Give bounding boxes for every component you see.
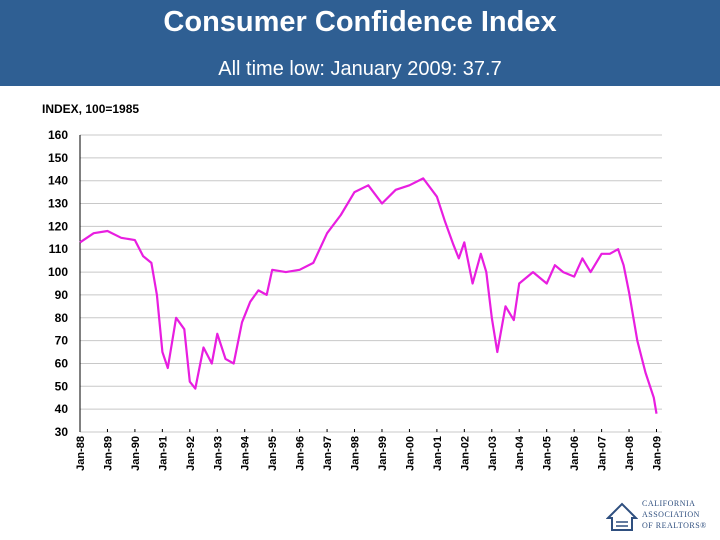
y-tick-label: 140 bbox=[48, 174, 68, 188]
x-tick-label: Jan-93 bbox=[212, 436, 224, 471]
realtors-logo-icon bbox=[606, 502, 638, 531]
x-tick-label: Jan-07 bbox=[597, 436, 609, 471]
y-tick-label: 70 bbox=[55, 334, 69, 348]
y-tick-label: 100 bbox=[48, 265, 68, 279]
x-tick-label: Jan-88 bbox=[75, 436, 87, 471]
x-tick-label: Jan-09 bbox=[652, 436, 664, 471]
y-tick-label: 90 bbox=[55, 288, 69, 302]
x-tick-label: Jan-99 bbox=[377, 436, 389, 471]
x-tick-label: Jan-96 bbox=[295, 436, 307, 471]
x-tick-label: Jan-04 bbox=[514, 435, 526, 471]
x-tick-label: Jan-92 bbox=[185, 436, 197, 471]
header-bar: Consumer Confidence Index All time low: … bbox=[0, 0, 720, 86]
y-tick-label: 110 bbox=[49, 242, 69, 256]
y-tick-label: 120 bbox=[48, 219, 68, 233]
x-tick-label: Jan-02 bbox=[459, 436, 471, 471]
y-tick-label: 30 bbox=[55, 425, 69, 439]
x-tick-label: Jan-94 bbox=[240, 435, 252, 471]
x-tick-label: Jan-06 bbox=[569, 436, 581, 471]
logo-line-2: ASSOCIATION bbox=[642, 510, 700, 519]
realtors-logo-text: CALIFORNIA ASSOCIATION OF REALTORS® bbox=[642, 498, 707, 531]
logo-line-3: OF REALTORS® bbox=[642, 521, 707, 530]
x-tick-label: Jan-03 bbox=[487, 436, 499, 471]
y-tick-label: 130 bbox=[48, 197, 68, 211]
x-tick-label: Jan-97 bbox=[322, 436, 334, 471]
y-tick-label: 80 bbox=[55, 311, 69, 325]
y-tick-label: 150 bbox=[48, 151, 68, 165]
y-tick-label: 40 bbox=[55, 402, 69, 416]
chart-title: Consumer Confidence Index bbox=[163, 6, 557, 38]
x-tick-label: Jan-05 bbox=[542, 436, 554, 471]
y-tick-label: 60 bbox=[55, 356, 69, 370]
realtors-logo: CALIFORNIA ASSOCIATION OF REALTORS® bbox=[606, 494, 716, 538]
x-tick-label: Jan-91 bbox=[157, 436, 169, 471]
y-axis-label: INDEX, 100=1985 bbox=[42, 102, 140, 116]
x-tick-label: Jan-00 bbox=[404, 436, 416, 471]
x-tick-label: Jan-98 bbox=[350, 436, 362, 471]
logo-line-1: CALIFORNIA bbox=[642, 499, 696, 508]
y-tick-label: 160 bbox=[48, 128, 68, 142]
x-tick-label: Jan-90 bbox=[130, 436, 142, 471]
y-tick-label: 50 bbox=[55, 379, 69, 393]
x-tick-label: Jan-89 bbox=[102, 436, 114, 471]
series-line bbox=[79, 177, 658, 414]
x-tick-label: Jan-08 bbox=[624, 436, 636, 471]
x-tick-label: Jan-01 bbox=[432, 436, 444, 471]
x-tick-label: Jan-95 bbox=[267, 436, 279, 471]
chart-subtitle: All time low: January 2009: 37.7 bbox=[218, 58, 502, 80]
